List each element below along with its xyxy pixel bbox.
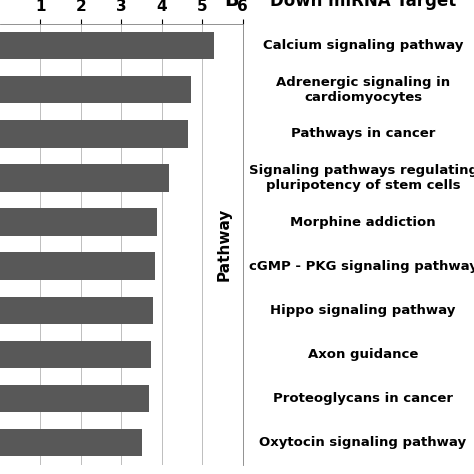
Bar (0, 120, 188, 147)
Text: Down miRNA Target: Down miRNA Target (270, 0, 456, 10)
Bar (0, 32, 214, 59)
Text: Adrenergic signaling in
cardiomyocytes: Adrenergic signaling in cardiomyocytes (276, 76, 450, 104)
Text: Pathways in cancer: Pathways in cancer (291, 128, 435, 140)
Text: Calcium signaling pathway: Calcium signaling pathway (263, 39, 463, 52)
Text: B: B (224, 0, 239, 10)
Text: Signaling pathways regulating
pluripotency of stem cells: Signaling pathways regulating pluripoten… (248, 164, 474, 192)
Bar (0, 253, 155, 280)
Text: Morphine addiction: Morphine addiction (290, 216, 436, 228)
Bar (0, 341, 151, 368)
Text: Oxytocin signaling pathway: Oxytocin signaling pathway (259, 436, 466, 449)
Text: Hippo signaling pathway: Hippo signaling pathway (270, 304, 456, 317)
Bar (0, 429, 142, 456)
Bar (0, 297, 153, 324)
Bar (0, 209, 157, 236)
Bar (0, 164, 169, 191)
Text: Axon guidance: Axon guidance (308, 348, 418, 361)
Text: Proteoglycans in cancer: Proteoglycans in cancer (273, 392, 453, 405)
Text: Pathway: Pathway (217, 208, 232, 281)
Bar (0, 385, 149, 412)
Bar (0, 76, 191, 103)
Text: cGMP - PKG signaling pathway: cGMP - PKG signaling pathway (248, 260, 474, 273)
